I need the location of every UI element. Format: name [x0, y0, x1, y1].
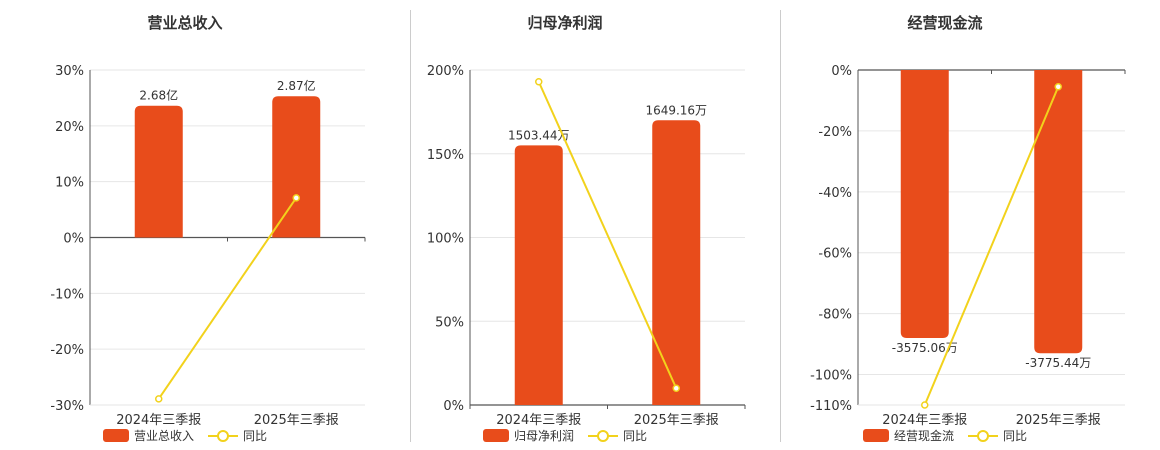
legend-line-marker [968, 429, 998, 443]
cash-flow-chart-panel: 经营现金流 0% -20% -40% -60% -80% -100% -110% 2024年三… [760, 0, 1130, 450]
y-tick-label: 0% [831, 64, 852, 79]
legend-item-line[interactable]: 同比 [208, 427, 267, 444]
y-tick-label: 0% [63, 232, 84, 247]
net-profit-chart-panel: 归母净利润 200% 150% 100% 50% 0% 2024年三季报 2025年三季报 1… [380, 0, 750, 450]
x-tick-label: 2024年三季报 [116, 413, 201, 428]
legend-bar-label: 归母净利润 [513, 429, 574, 443]
panel-divider [410, 10, 411, 442]
yoy-point [921, 401, 929, 409]
bar [514, 145, 563, 405]
legend-item-bar[interactable]: 营业总收入 [102, 427, 194, 444]
y-tick-label: -110% [810, 399, 852, 414]
legend-item-line[interactable]: 同比 [968, 427, 1027, 444]
bar-value-label: 1649.16万 [645, 103, 707, 117]
x-tick-label: 2024年三季报 [882, 413, 967, 428]
y-tick-label: 30% [55, 64, 84, 79]
bar [134, 105, 183, 238]
legend-line-label: 同比 [243, 429, 268, 443]
y-tick-label: -60% [818, 247, 852, 262]
legend-bar-swatch [862, 429, 889, 442]
panel-divider [780, 10, 781, 442]
legend-bar-label: 经营现金流 [893, 429, 954, 443]
revenue-chart-svg: 30% 20% 10% 0% -10% -20% -30% 2024年三季报 2025年三季报 2… [50, 64, 366, 428]
x-tick-label: 2025年三季报 [254, 413, 339, 428]
y-tick-label: 50% [435, 315, 464, 330]
bar-value-label: 1503.44万 [508, 128, 570, 142]
y-tick-label: 0% [443, 399, 464, 414]
legend-item-bar[interactable]: 经营现金流 [862, 427, 954, 444]
bar [1034, 70, 1083, 354]
legend-bar-swatch [102, 429, 129, 442]
y-tick-label: -20% [818, 125, 852, 140]
y-tick-label: 150% [427, 148, 464, 163]
legend-line-marker [588, 429, 618, 443]
y-tick-label: -80% [818, 308, 852, 323]
yoy-line [923, 86, 1060, 406]
bar [900, 70, 949, 338]
legend-line-label: 同比 [623, 429, 648, 443]
y-tick-label: 200% [427, 64, 464, 79]
bar [272, 96, 321, 238]
x-tick-label: 2024年三季报 [496, 413, 581, 428]
chart-legend: 经营现金流 同比 [760, 427, 1130, 444]
chart-title: 营业总收入 [147, 14, 223, 32]
yoy-line [157, 197, 298, 400]
y-tick-label: -20% [50, 343, 84, 358]
bar-value-label: 2.68亿 [139, 88, 178, 103]
yoy-point [292, 194, 300, 202]
y-tick-label: -30% [50, 399, 84, 414]
cash-flow-chart-svg: 0% -20% -40% -60% -80% -100% -110% 2024年三季报 2025… [810, 64, 1126, 428]
y-tick-label: 10% [55, 176, 84, 191]
bar-value-label: -3575.06万 [892, 341, 958, 355]
y-tick-label: 100% [427, 232, 464, 247]
bar [652, 120, 701, 405]
y-tick-label: 20% [55, 120, 84, 135]
chart-legend: 归母净利润 同比 [380, 427, 750, 444]
chart-title: 归母净利润 [527, 14, 603, 32]
legend-bar-swatch [482, 429, 509, 442]
legend-item-line[interactable]: 同比 [588, 427, 647, 444]
y-tick-label: -10% [50, 287, 84, 302]
y-tick-label: -40% [818, 186, 852, 201]
bar-value-label: -3775.44万 [1025, 356, 1091, 370]
y-tick-label: -100% [810, 369, 852, 384]
yoy-point [535, 77, 543, 86]
yoy-point [1054, 83, 1062, 91]
legend-bar-label: 营业总收入 [133, 429, 194, 443]
yoy-line [537, 81, 678, 389]
legend-line-label: 同比 [1003, 429, 1028, 443]
bar-value-label: 2.87亿 [277, 78, 316, 93]
yoy-point [672, 384, 680, 392]
legend-item-bar[interactable]: 归母净利润 [482, 427, 574, 444]
x-tick-label: 2025年三季报 [1016, 413, 1101, 428]
legend-line-marker [208, 429, 238, 443]
yoy-point [155, 395, 163, 403]
net-profit-chart-svg: 200% 150% 100% 50% 0% 2024年三季报 2025年三季报 1503.44… [427, 64, 746, 428]
chart-legend: 营业总收入 同比 [0, 427, 370, 444]
chart-title: 经营现金流 [907, 14, 983, 32]
revenue-chart-panel: 营业总收入 30% 20% 10% 0% -10% -20% -30% 2024年三季报 202… [0, 0, 370, 450]
x-tick-label: 2025年三季报 [634, 413, 719, 428]
